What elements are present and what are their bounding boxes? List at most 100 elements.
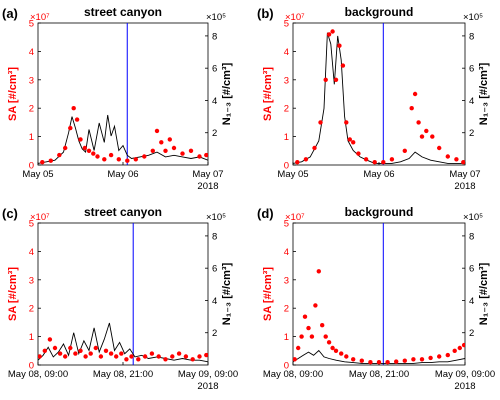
y-right-tick-label: 6 [212,64,217,75]
panel-2: 0 1 2 3 4 5×10⁷ 2 4 6 8 ×10⁵ May 05 May 06 May 072018… [257,5,490,192]
sa-point [394,359,399,364]
sa-point [419,134,425,139]
y-left-tick-label: 2 [284,304,289,315]
plot-area [293,23,465,165]
x-year-label: 2018 [454,381,475,392]
sa-point [142,354,148,359]
x-tick-label: May 05 [22,169,53,180]
sa-point [83,354,88,359]
y-right-tick-label: 6 [469,264,474,275]
y-left-tick-label: 3 [284,75,289,86]
y-left-tick-label: 3 [29,275,34,286]
y-left-exponent: ×10⁷ [285,212,305,223]
y-left-tick-label: 5 [29,19,34,30]
sa-point [381,160,386,165]
x-tick-label: May 09, 09:00 [178,369,238,380]
sa-point [318,120,323,125]
sa-point [424,128,429,134]
sa-point [86,148,92,153]
sa-point [125,158,130,163]
y-left-tick-label: 5 [284,219,289,230]
series-n13-line [38,322,208,363]
x-tick-label: May 06 [107,169,138,180]
x-tick-label: May 08, 09:00 [8,369,68,380]
sa-point [368,360,373,365]
sa-point [323,77,328,83]
sa-point [149,351,155,356]
sa-point [428,355,433,361]
y-left-exponent: ×10⁷ [285,12,305,23]
sa-point [385,360,390,365]
sa-point [351,140,356,145]
sa-point [299,334,304,339]
sa-point [183,354,189,359]
y-left-tick-label: 0 [284,361,289,372]
y-right-tick-label: 6 [212,264,217,275]
y-right-tick-label: 4 [469,296,474,307]
sa-point [293,357,297,362]
sa-point [57,152,62,158]
y-left-label: SA [#/cm³] [262,267,274,321]
x-tick-label: May 08, 09:00 [263,369,323,380]
sa-point [38,354,42,359]
sa-point [71,106,76,111]
sa-point [108,351,114,356]
sa-point [452,348,457,353]
sa-point [330,345,335,351]
sa-point [133,157,138,162]
y-left-tick-label: 4 [284,47,289,58]
plot-area [38,23,208,165]
series-n13-line [293,32,465,164]
sa-point [419,357,425,362]
y-left-tick-label: 3 [284,275,289,286]
x-tick-label: May 06 [363,169,394,180]
sa-point [445,154,450,159]
sa-point [74,117,80,122]
y-right-exponent: ×10⁵ [206,212,226,223]
sa-point [108,152,114,158]
sa-point [68,125,73,131]
panel-1: 0 1 2 3 4 5×10⁷ 2 4 6 8 ×10⁵ May 05 May 06 May 072018… [2,5,233,192]
axes-box [292,22,466,166]
sa-point [204,152,208,158]
sa-point [337,43,342,48]
sa-point [330,29,335,34]
sa-point [114,354,119,359]
y-left-tick-label: 4 [284,247,289,258]
sa-point [402,148,407,153]
panel-title: street canyon [84,5,162,19]
y-left-tick-label: 1 [29,332,34,343]
sa-point [339,351,344,356]
sa-point [376,360,382,365]
sa-point [159,140,164,145]
y-right-tick-label: 2 [212,328,217,339]
sa-point [154,128,160,134]
sa-point [78,137,83,142]
panel-title: street canyon [84,205,162,219]
panel-letter: (d) [257,206,274,221]
x-tick-label: May 08, 21:00 [349,369,409,380]
series-n13-line [293,349,465,364]
panel-letter: (a) [2,6,18,21]
sa-point [150,148,155,153]
y-right-label: N₁₋₃ [#/cm³] [478,262,490,325]
y-right-exponent: ×10⁵ [206,12,226,23]
y-right-exponent: ×10⁵ [463,212,483,223]
panel-letter: (b) [257,6,274,21]
sa-point [73,351,78,356]
x-tick-label: May 08, 21:00 [93,369,153,380]
sa-point [363,157,369,162]
y-right-tick-label: 4 [212,296,217,307]
sa-point [437,145,442,151]
sa-point [351,357,356,362]
sa-point [163,357,168,362]
sa-point [326,32,332,37]
sa-point [47,337,53,342]
x-tick-label: May 09, 09:00 [435,369,495,380]
sa-point [163,148,168,153]
sa-point [295,160,300,165]
y-right-tick-label: 2 [469,128,474,139]
panel-3: 0 1 2 3 4 5×10⁷ 2 4 6 8 ×10⁵ May 08, 09:00 May 08, 2… [2,205,238,392]
sa-point [180,151,185,156]
